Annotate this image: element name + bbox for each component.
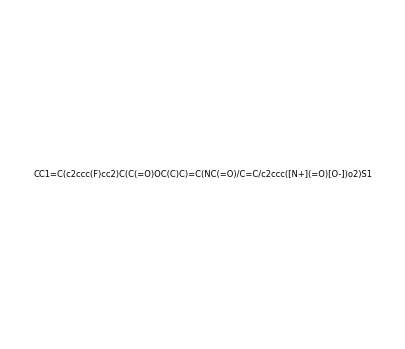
Text: CC1=C(c2ccc(F)cc2)C(C(=O)OC(C)C)=C(NC(=O)/C=C/c2ccc([N+](=O)[O-])o2)S1: CC1=C(c2ccc(F)cc2)C(C(=O)OC(C)C)=C(NC(=O… <box>33 170 372 179</box>
